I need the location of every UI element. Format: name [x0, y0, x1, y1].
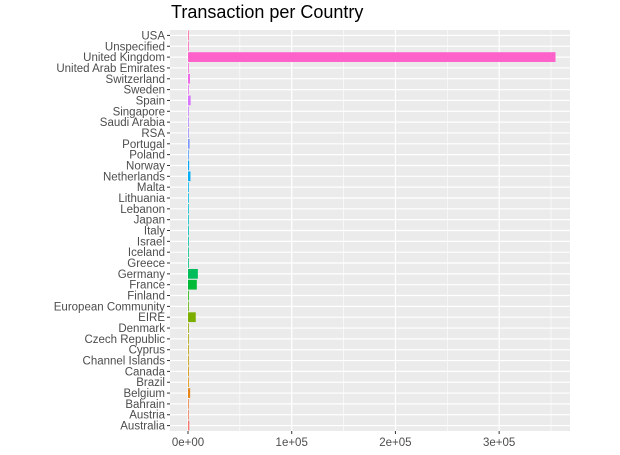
y-tick-label: Sweden: [123, 85, 165, 97]
bar-greece: [188, 258, 189, 268]
y-tick-label: USA: [141, 30, 165, 42]
bar-united-kingdom: [188, 52, 556, 62]
bar-france: [188, 279, 197, 290]
bar-brazil: [188, 377, 189, 388]
y-tick-label: Channel Islands: [83, 356, 166, 368]
bar-norway: [188, 160, 190, 171]
bar-spain: [188, 95, 191, 106]
bar-austria: [188, 409, 189, 420]
bar-sweden: [188, 84, 189, 95]
bar-usa: [188, 30, 189, 41]
y-tick-label: European Community: [54, 301, 165, 313]
bar-malta: [188, 182, 189, 193]
y-tick-label: Switzerland: [106, 74, 165, 86]
y-tick-label: Canada: [125, 366, 166, 378]
y-tick-label: Italy: [144, 226, 165, 238]
y-tick-label: Lebanon: [120, 204, 165, 216]
bar-israel: [188, 236, 189, 247]
y-tick-label: Czech Republic: [84, 334, 165, 346]
bar-poland: [188, 149, 189, 160]
y-tick-label: Netherlands: [103, 171, 165, 183]
y-tick-label: Norway: [126, 160, 165, 172]
bar-cyprus: [188, 344, 189, 355]
bar-eire: [188, 312, 196, 323]
y-tick-label: Brazil: [136, 377, 165, 389]
y-tick-label: United Arab Emirates: [56, 63, 165, 75]
y-tick-label: Germany: [118, 269, 166, 281]
y-tick-label: Finland: [127, 291, 165, 303]
bar-channel-islands: [188, 355, 189, 366]
y-tick-label: RSA: [141, 128, 165, 140]
y-tick-label: Saudi Arabia: [100, 117, 166, 129]
bar-finland: [188, 290, 189, 301]
y-tick-label: Israel: [137, 236, 165, 248]
bar-european-community: [188, 301, 189, 312]
bar-singapore: [188, 106, 189, 117]
y-tick-label: Cyprus: [129, 345, 166, 357]
x-tick-label: 0e+00: [172, 437, 204, 449]
bar-czech-republic: [188, 334, 189, 344]
y-tick-label: Belgium: [123, 388, 165, 400]
x-tick-label: 1e+05: [276, 437, 308, 449]
bar-portugal: [188, 138, 190, 149]
y-tick-label: Bahrain: [125, 399, 165, 411]
bar-netherlands: [188, 171, 191, 182]
bar-canada: [188, 366, 189, 377]
y-tick-label: Japan: [134, 215, 165, 227]
y-tick-label: Portugal: [122, 139, 165, 151]
bar-switzerland: [188, 73, 190, 84]
chart-title: Transaction per Country: [171, 2, 364, 22]
bar-iceland: [188, 247, 189, 258]
x-tick-label: 3e+05: [483, 437, 515, 449]
y-tick-label: Australia: [120, 421, 165, 433]
y-tick-label: Spain: [136, 95, 165, 107]
bar-denmark: [188, 323, 189, 333]
bar-italy: [188, 225, 189, 236]
y-tick-label: United Kingdom: [83, 52, 165, 64]
y-tick-label: France: [129, 280, 165, 292]
y-tick-label: Denmark: [118, 323, 165, 335]
bar-australia: [188, 420, 190, 431]
y-tick-label: Singapore: [113, 106, 165, 118]
y-tick-label: Unspecified: [105, 41, 165, 53]
bar-bahrain: [188, 399, 189, 409]
bar-unspecified: [188, 41, 189, 52]
bar-saudi-arabia: [188, 117, 189, 127]
y-tick-label: Poland: [129, 150, 165, 162]
bar-japan: [188, 214, 189, 225]
bar-germany: [188, 268, 198, 279]
y-tick-label: Lithuania: [118, 193, 165, 205]
y-tick-label: EIRE: [138, 312, 165, 324]
y-tick-label: Iceland: [128, 247, 165, 259]
bar-lebanon: [188, 203, 189, 214]
y-tick-label: Austria: [129, 410, 165, 422]
bar-united-arab-emirates: [188, 63, 189, 73]
y-tick-label: Greece: [127, 258, 165, 270]
bar-rsa: [188, 128, 189, 138]
bar-belgium: [188, 388, 191, 398]
y-tick-label: Malta: [137, 182, 166, 194]
x-tick-label: 2e+05: [379, 437, 411, 449]
bar-lithuania: [188, 193, 189, 203]
